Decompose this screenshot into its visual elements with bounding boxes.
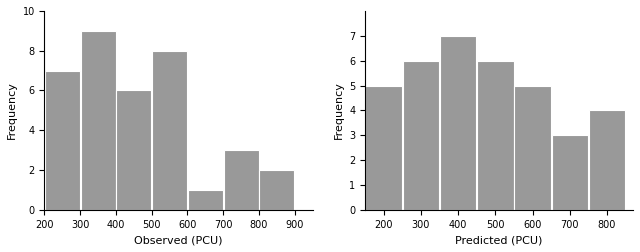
- Bar: [589, 110, 625, 210]
- Y-axis label: Frequency: Frequency: [333, 81, 344, 139]
- Bar: [365, 85, 402, 210]
- Bar: [403, 61, 439, 210]
- Bar: [116, 90, 151, 210]
- Y-axis label: Frequency: Frequency: [7, 81, 17, 139]
- Bar: [515, 85, 551, 210]
- Bar: [223, 150, 259, 210]
- Bar: [552, 135, 588, 210]
- X-axis label: Predicted (PCU): Predicted (PCU): [455, 235, 543, 245]
- Bar: [188, 190, 223, 210]
- Bar: [440, 36, 476, 210]
- Bar: [477, 61, 513, 210]
- Bar: [81, 31, 116, 210]
- X-axis label: Observed (PCU): Observed (PCU): [134, 235, 223, 245]
- Bar: [45, 71, 80, 210]
- Bar: [259, 170, 294, 210]
- Bar: [152, 51, 187, 210]
